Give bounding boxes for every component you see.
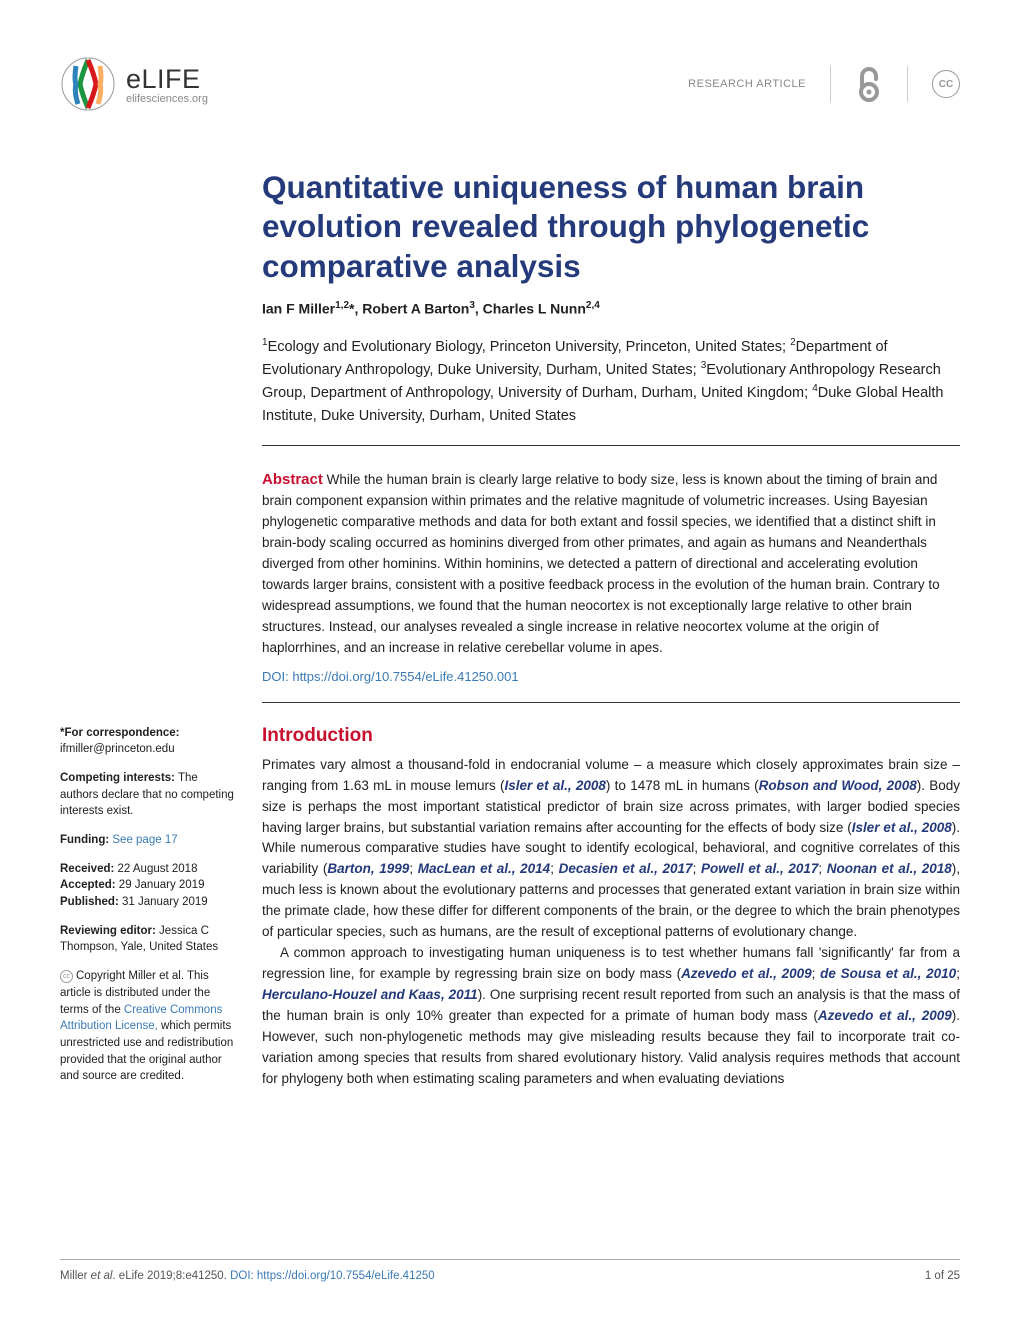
intro-para-1: Primates vary almost a thousand-fold in … [262, 755, 960, 943]
title-block: Quantitative uniqueness of human brain e… [262, 168, 960, 703]
divider [907, 66, 908, 102]
competing-block: Competing interests: The authors declare… [60, 770, 234, 820]
journal-url: elifesciences.org [126, 93, 208, 105]
page-footer: Miller et al. eLife 2019;8:e41250. DOI: … [60, 1259, 960, 1282]
rule [262, 702, 960, 703]
abstract: Abstract While the human brain is clearl… [262, 468, 960, 659]
copyright-text: Copyright Miller et al. This article is … [60, 970, 233, 1082]
received-label: Received: [60, 863, 118, 875]
funding-link[interactable]: See page 17 [109, 834, 177, 846]
correspondence-block: *For correspondence: ifmiller@princeton.… [60, 725, 234, 758]
open-access-icon [855, 64, 883, 104]
introduction-heading: Introduction [262, 725, 960, 747]
editor-block: Reviewing editor: Jessica C Thompson, Ya… [60, 923, 234, 956]
accepted-label: Accepted: [60, 879, 119, 891]
elife-logo-icon [60, 56, 116, 112]
received-date: 22 August 2018 [118, 863, 198, 875]
cc-license-icon: CC [932, 70, 960, 98]
accepted-date: 29 January 2019 [119, 879, 205, 891]
funding-block: Funding: See page 17 [60, 832, 234, 849]
article-sidebar: *For correspondence: ifmiller@princeton.… [60, 725, 234, 1097]
copyright-block: ccCopyright Miller et al. This article i… [60, 968, 234, 1085]
cc-inline-icon: cc [60, 970, 73, 983]
header-right: RESEARCH ARTICLE CC [688, 64, 960, 104]
journal-logo: eLIFE elifesciences.org [60, 56, 208, 112]
footer-citation: Miller et al. eLife 2019;8:e41250. DOI: … [60, 1270, 435, 1282]
abstract-doi-link[interactable]: DOI: https://doi.org/10.7554/eLife.41250… [262, 669, 960, 684]
article-title: Quantitative uniqueness of human brain e… [262, 168, 960, 286]
journal-name: eLIFE [126, 64, 208, 95]
rule [262, 445, 960, 446]
abstract-text: While the human brain is clearly large r… [262, 472, 940, 655]
affiliations: 1Ecology and Evolutionary Biology, Princ… [262, 335, 960, 427]
main-column: Introduction Primates vary almost a thou… [262, 725, 960, 1090]
main-two-column: *For correspondence: ifmiller@princeton.… [60, 725, 960, 1097]
published-label: Published: [60, 896, 122, 908]
competing-label: Competing interests: [60, 772, 175, 784]
footer-page-number: 1 of 25 [925, 1270, 960, 1282]
published-date: 31 January 2019 [122, 896, 208, 908]
editor-label: Reviewing editor: [60, 925, 159, 937]
introduction-body: Primates vary almost a thousand-fold in … [262, 755, 960, 1090]
article-type-label: RESEARCH ARTICLE [688, 78, 806, 90]
abstract-label: Abstract [262, 471, 323, 488]
intro-para-2: A common approach to investigating human… [262, 943, 960, 1089]
correspondence-email[interactable]: ifmiller@princeton.edu [60, 743, 175, 755]
page-header: eLIFE elifesciences.org RESEARCH ARTICLE… [60, 56, 960, 112]
funding-label: Funding: [60, 834, 109, 846]
dates-block: Received: 22 August 2018 Accepted: 29 Ja… [60, 861, 234, 911]
author-list: Ian F Miller1,2*, Robert A Barton3, Char… [262, 300, 960, 317]
divider [830, 66, 831, 102]
correspondence-label: *For correspondence: [60, 727, 180, 739]
